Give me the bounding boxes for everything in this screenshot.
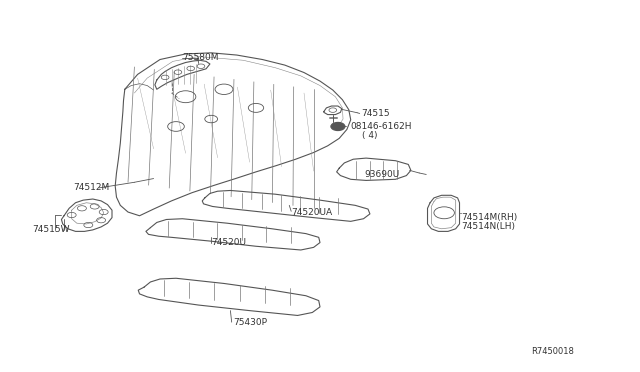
Text: 74520UA: 74520UA (291, 208, 332, 217)
Text: ( 4): ( 4) (362, 131, 377, 140)
Text: 74515: 74515 (362, 109, 390, 118)
Text: 74514N(LH): 74514N(LH) (461, 222, 515, 231)
Circle shape (331, 122, 345, 131)
Text: B: B (335, 122, 340, 131)
Text: 74514M(RH): 74514M(RH) (461, 213, 517, 222)
Text: 74520U: 74520U (211, 238, 246, 247)
Text: 75580M: 75580M (182, 53, 219, 62)
Text: 74512M: 74512M (74, 183, 110, 192)
Text: 08146-6162H: 08146-6162H (351, 122, 412, 131)
Text: R7450018: R7450018 (531, 347, 574, 356)
Text: 93690U: 93690U (365, 170, 400, 179)
Text: 74515W: 74515W (32, 225, 70, 234)
Text: 75430P: 75430P (234, 318, 268, 327)
